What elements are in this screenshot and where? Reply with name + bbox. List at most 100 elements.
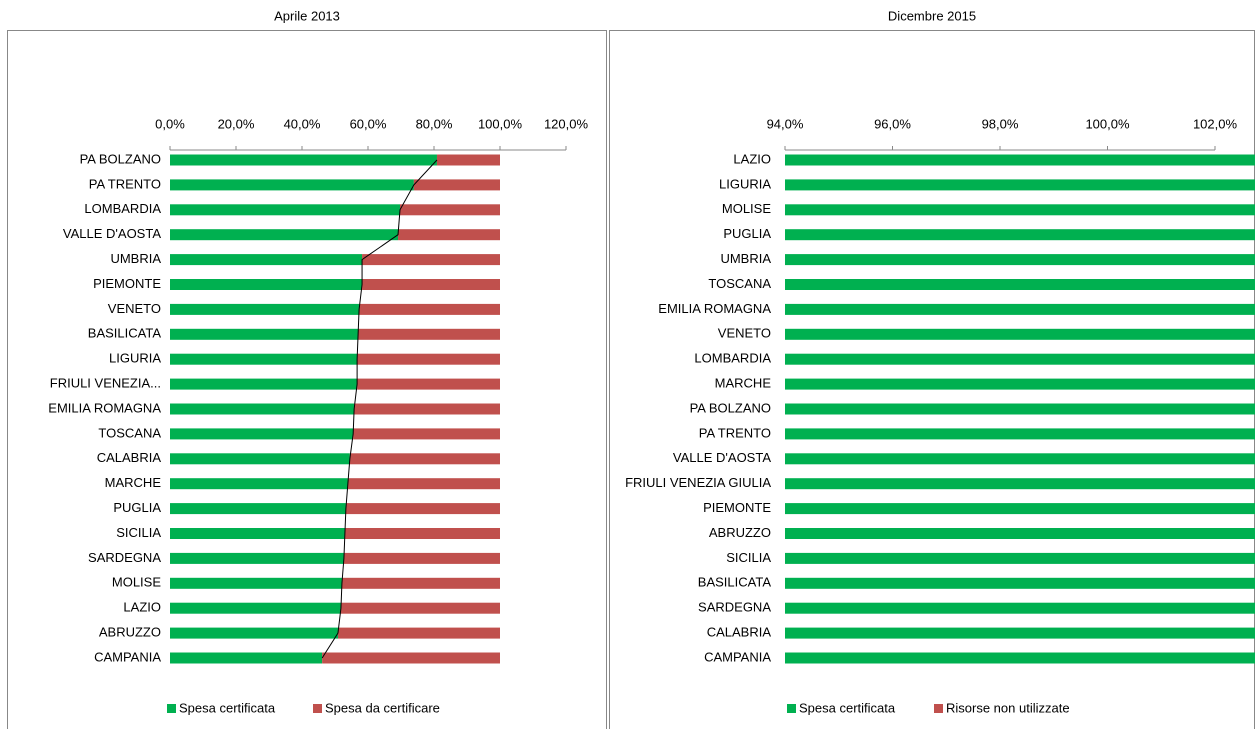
legend-label: Spesa certificata (179, 700, 276, 715)
bar-segment (436, 154, 500, 166)
category-label: LIGURIA (719, 176, 771, 191)
legend-label: Spesa da certificare (325, 700, 440, 715)
category-label: TOSCANA (98, 425, 161, 440)
bar-segment (785, 652, 1255, 664)
bar-segment (785, 254, 1255, 266)
category-label: FRIULI VENEZIA... (50, 376, 161, 391)
category-label: PUGLIA (723, 226, 771, 241)
bar-segment (343, 552, 500, 564)
bar-segment (344, 528, 500, 539)
bar-segment (785, 204, 1255, 216)
bar-segment (785, 528, 1255, 539)
category-label: PA TRENTO (699, 425, 771, 440)
bar-segment (785, 378, 1255, 390)
bar-segment (170, 552, 344, 564)
bar-segment (785, 453, 1255, 465)
category-label: FRIULI VENEZIA GIULIA (625, 475, 771, 490)
bar-segment (170, 378, 358, 390)
bar-segment (785, 328, 1255, 340)
category-label: CAMPANIA (704, 649, 771, 664)
bar-segment (785, 279, 1255, 290)
bar-segment (170, 303, 360, 315)
bar-segment (785, 428, 1255, 440)
bar-segment (362, 254, 500, 266)
legend-swatch (167, 704, 176, 713)
x-tick-label: 100,0% (478, 116, 523, 131)
category-label: VALLE D'AOSTA (63, 226, 161, 241)
bar-segment (785, 353, 1255, 365)
x-tick-label: 40,0% (284, 116, 321, 131)
legend-label: Spesa certificata (799, 700, 896, 715)
bar-segment (337, 627, 500, 639)
bar-segment (785, 627, 1255, 639)
bar-segment (357, 353, 500, 365)
category-label: PA TRENTO (89, 176, 161, 191)
bar-segment (170, 627, 338, 639)
bar-segment (170, 503, 346, 515)
category-label: MARCHE (715, 376, 772, 391)
bar-segment (785, 154, 1255, 166)
bar-segment (322, 652, 500, 664)
bar-segment (170, 353, 358, 365)
bar-segment (785, 577, 1255, 589)
bar-segment (400, 204, 500, 216)
bar-segment (353, 428, 500, 440)
x-tick-label: 120,0% (544, 116, 589, 131)
bar-segment (170, 328, 359, 340)
bar-segment (785, 403, 1255, 415)
category-label: CALABRIA (707, 625, 772, 640)
bar-segment (345, 503, 500, 515)
category-label: VALLE D'AOSTA (673, 450, 771, 465)
x-tick-label: 94,0% (767, 116, 804, 131)
category-label: MARCHE (105, 475, 162, 490)
bar-segment (170, 154, 437, 166)
category-label: ABRUZZO (709, 525, 771, 540)
category-label: MOLISE (112, 575, 161, 590)
category-label: PA BOLZANO (80, 151, 161, 166)
category-label: CALABRIA (97, 450, 162, 465)
category-label: LOMBARDIA (84, 201, 161, 216)
bar-segment (357, 378, 500, 390)
bar-segment (785, 503, 1255, 515)
category-label: TOSCANA (708, 276, 771, 291)
bar-segment (170, 229, 399, 241)
category-label: MOLISE (722, 201, 771, 216)
bar-segment (785, 229, 1255, 241)
x-tick-label: 96,0% (874, 116, 911, 131)
x-tick-label: 0,0% (155, 116, 185, 131)
bar-segment (362, 279, 500, 290)
category-label: PIEMONTE (93, 276, 161, 291)
bar-segment (398, 229, 500, 241)
bar-segment (785, 602, 1255, 614)
x-tick-label: 60,0% (350, 116, 387, 131)
category-label: PA BOLZANO (690, 400, 771, 415)
category-label: SICILIA (116, 525, 161, 540)
category-label: BASILICATA (698, 575, 772, 590)
bar-segment (170, 652, 323, 664)
trend-line (321, 159, 438, 659)
category-label: EMILIA ROMAGNA (48, 400, 161, 415)
category-label: LOMBARDIA (694, 351, 771, 366)
bar-segment (340, 602, 500, 614)
bar-segment (170, 453, 350, 465)
category-label: CAMPANIA (94, 649, 161, 664)
bar-segment (170, 528, 345, 539)
bar-segment (785, 478, 1255, 490)
x-tick-label: 100,0% (1085, 116, 1130, 131)
bar-segment (347, 478, 500, 490)
bar-segment (358, 328, 500, 340)
category-label: VENETO (108, 301, 161, 316)
bar-segment (785, 179, 1255, 191)
bar-segment (170, 254, 363, 266)
x-tick-label: 102,0% (1193, 116, 1238, 131)
bar-segment (785, 303, 1255, 315)
bar-segment (170, 403, 355, 415)
category-label: LAZIO (123, 600, 161, 615)
legend-swatch (934, 704, 943, 713)
bar-segment (170, 478, 348, 490)
category-label: UMBRIA (720, 251, 771, 266)
bar-segment (341, 577, 500, 589)
x-tick-label: 80,0% (416, 116, 453, 131)
